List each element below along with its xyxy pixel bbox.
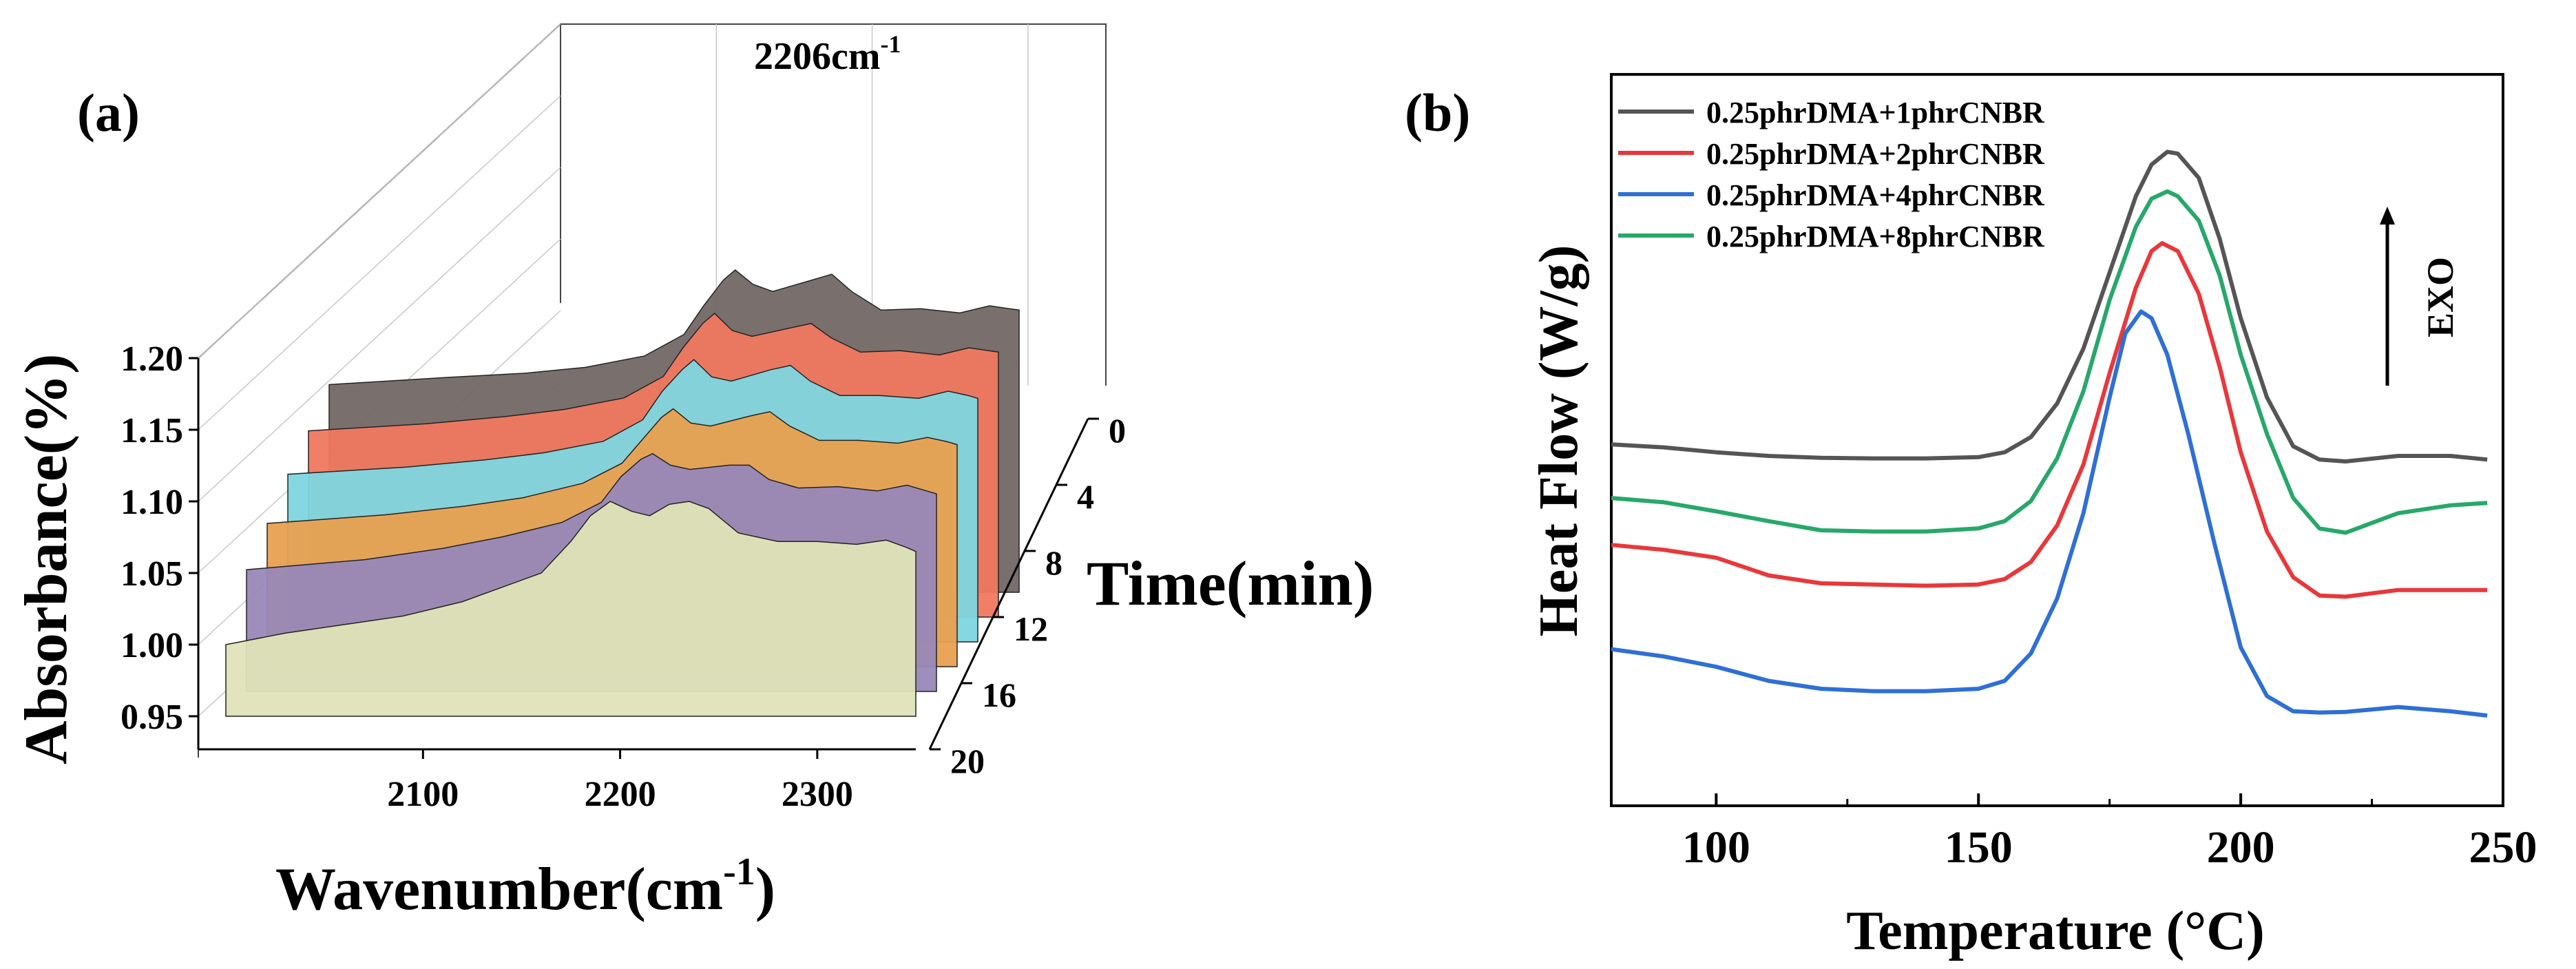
legend-label: 0.25phrDMA+8phrCNBR [1706,220,2045,253]
series-line-2 [1611,241,2488,599]
panel-b-exo-indicator: EXO [2380,207,2461,386]
series-line-1 [1611,149,2488,463]
panel-b-label: (b) [1405,83,1470,143]
series-line-4 [1611,189,2488,535]
wall-gridline [198,167,561,502]
panel-b-plot-frame [1610,73,2504,807]
x-tick-label: 250 [2469,822,2537,873]
panel-a-label: (a) [77,83,140,143]
x-tick-label: 2100 [387,775,459,814]
z-axis-line [928,418,1089,750]
wall-gridline [198,23,561,359]
x-tick-label: 150 [1945,822,2013,873]
y-tick-label: 1.10 [121,483,183,522]
x-tick-label: 200 [2207,822,2275,873]
panel-b-line-chart: (b) 100 150 200 250 0.25phrDMA+1phrCNBR0.25… [1405,73,2537,961]
panel-a-annotation: 2206cm-1 [754,30,901,78]
z-tick-label: 4 [1077,477,1094,516]
panel-a-y-axis-title: Absorbance(%) [13,354,80,764]
legend-label: 0.25phrDMA+1phrCNBR [1706,96,2045,129]
panel-a-series-group [225,269,1020,717]
panel-b-y-axis-title: Heat Flow (W/g) [1529,245,1589,637]
z-tick-label: 20 [950,742,985,780]
y-tick-label: 1.20 [121,340,183,379]
panel-b-x-axis-title: Temperature (°C) [1846,901,2264,961]
series-20-min [225,501,917,717]
panel-b-series-group [1611,149,2488,718]
panel-a-tick-labels: 0.95 1.00 1.05 1.10 1.15 1.20 2100 2200 2300 048 1… [121,340,1126,814]
z-tick-label: 16 [982,676,1016,714]
x-tick-label: 100 [1682,822,1750,873]
z-tick-label: 8 [1045,543,1062,582]
panel-b-legend: 0.25phrDMA+1phrCNBR 0.25phrDMA+2phrCNBR 0.… [1618,96,2045,253]
x-tick-label: 2300 [782,775,853,814]
y-tick-label: 1.00 [121,626,183,665]
y-tick-label: 0.95 [121,698,183,737]
panel-a-axes [197,358,1089,751]
panel-b-ticks: 100 150 200 250 [1682,793,2537,873]
exo-label: EXO [2420,257,2461,337]
wall-gridline [198,95,561,430]
legend-label: 0.25phrDMA+2phrCNBR [1706,137,2045,171]
panel-a-z-axis-title: Time(min) [1087,548,1374,618]
z-tick-label: 0 [1109,411,1126,450]
series-line-3 [1611,309,2488,718]
x-tick-label: 2200 [585,775,656,814]
y-tick-label: 1.15 [121,411,183,450]
y-tick-label: 1.05 [121,554,183,594]
legend-label: 0.25phrDMA+4phrCNBR [1706,178,2045,212]
z-tick-label: 12 [1014,609,1048,648]
panel-a-waterfall-chart: (a) 0.95 1.00 1.05 1.10 1.15 1.20 2100 2200 2300… [13,23,1374,923]
panel-a-x-axis-title: Wavenumber(cm-1) [275,851,775,923]
exo-arrow-head-icon [2380,207,2395,225]
